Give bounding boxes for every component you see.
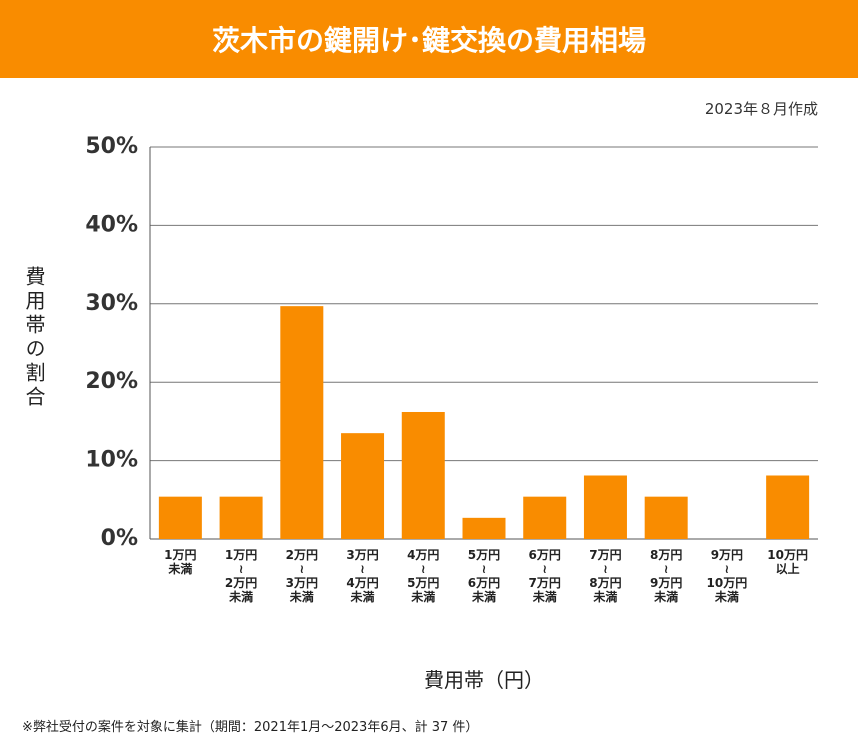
footnote: ※弊社受付の案件を対象に集計（期間：2021年1月～2023年6月、計 37 件… (22, 720, 479, 735)
bar (644, 496, 688, 539)
x-tick-label: 1万円 ≀ 2万円 未満 (224, 548, 258, 604)
bar (219, 496, 263, 539)
bar (766, 475, 810, 539)
x-tick-label: 10万円 以上 (767, 548, 808, 576)
x-tick-label: 5万円 ≀ 6万円 未満 (467, 548, 501, 604)
bar (462, 517, 506, 539)
x-tick-label: 3万円 ≀ 4万円 未満 (346, 548, 379, 604)
x-tick-label: 1万円 未満 (164, 548, 197, 576)
bar (158, 496, 202, 539)
x-tick-label: 2万円 ≀ 3万円 未満 (285, 548, 318, 604)
y-tick-label: 50% (85, 134, 138, 159)
bar (280, 306, 324, 539)
x-tick-label: 7万円 ≀ 8万円 未満 (589, 548, 622, 604)
y-tick-label: 40% (85, 212, 138, 237)
y-tick-label: 0% (101, 526, 138, 551)
bar (583, 475, 627, 539)
bar (341, 433, 385, 539)
x-tick-label: 6万円 ≀ 7万円 未満 (528, 548, 561, 604)
y-axis-label: 費用帯の割合 (22, 266, 46, 410)
y-tick-label: 30% (85, 291, 138, 316)
y-tick-label: 10% (85, 448, 138, 473)
x-tick-label: 9万円 ≀ 10万円 未満 (706, 548, 748, 604)
subtitle: 2023年８月作成 (704, 100, 818, 118)
x-tick-label: 8万円 ≀ 9万円 未満 (649, 548, 683, 604)
x-axis-label: 費用帯（円） (424, 668, 544, 692)
x-tick-label: 4万円 ≀ 5万円 未満 (407, 548, 440, 604)
chart-title: 茨木市の鍵開け･鍵交換の費用相場 (0, 0, 858, 78)
bar (523, 496, 567, 539)
y-tick-label: 20% (85, 369, 138, 394)
bar (401, 411, 445, 539)
